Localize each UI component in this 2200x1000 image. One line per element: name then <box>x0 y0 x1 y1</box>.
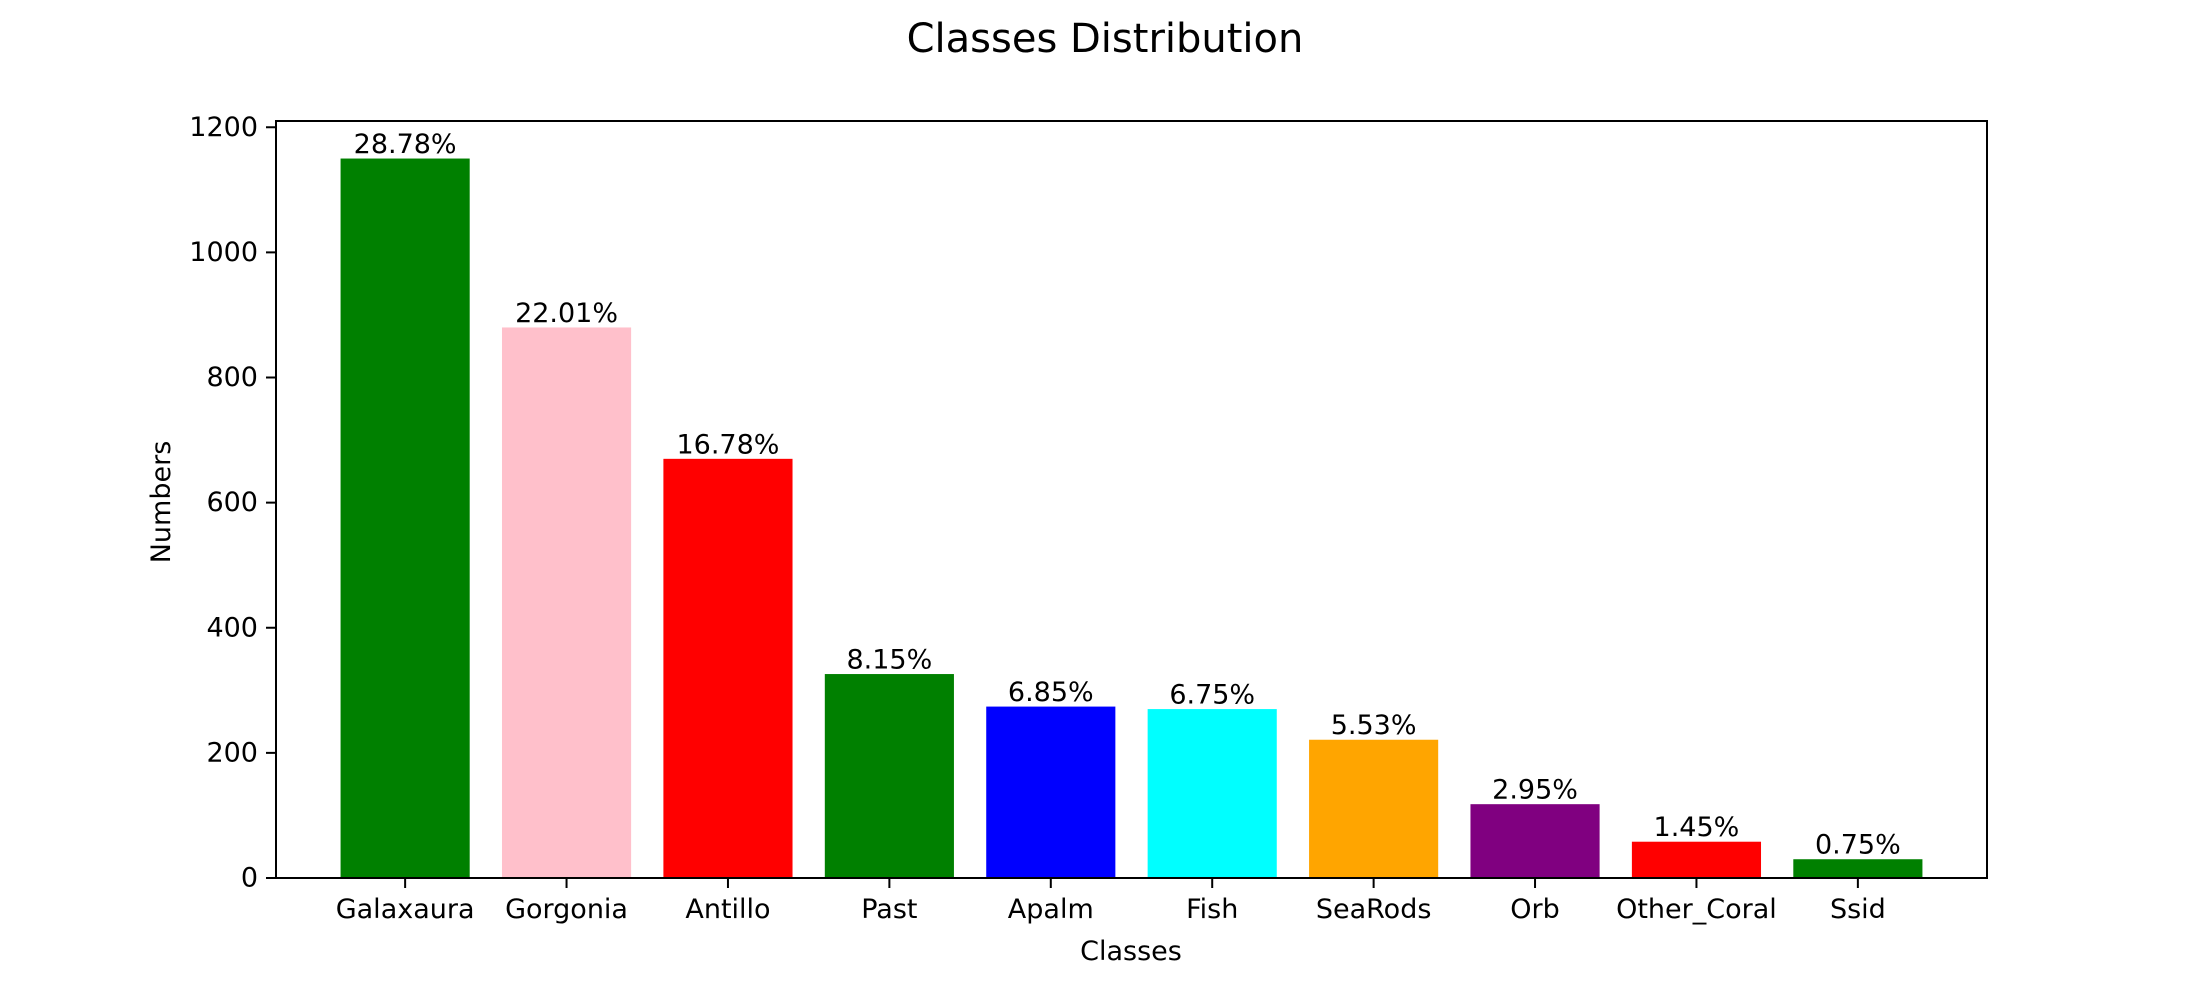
bar-label-ssid: 0.75% <box>1815 830 1901 861</box>
bar-searods <box>1309 739 1439 878</box>
bar-fish <box>1147 709 1277 878</box>
bar-label-orb: 2.95% <box>1492 775 1578 806</box>
x-tick-label-ssid: Ssid <box>1830 894 1886 925</box>
y-tick-label-1200: 1200 <box>189 112 258 143</box>
x-axis: Galaxaura Gorgonia Antillo Past Apalm Fish Sea… <box>336 878 1886 925</box>
plot-frame <box>275 120 1988 879</box>
bar-label-apalm: 6.85% <box>1008 677 1094 708</box>
x-tick-label-orb: Orb <box>1510 894 1560 925</box>
bar-orb <box>1470 804 1600 878</box>
bar-label-fish: 6.75% <box>1169 680 1255 711</box>
x-tick-label-antillo: Antillo <box>685 894 770 925</box>
bar-label-past: 8.15% <box>846 645 932 676</box>
y-tick-label-400: 400 <box>206 612 258 643</box>
bar-ssid <box>1793 859 1923 878</box>
x-tick-label-apalm: Apalm <box>1008 894 1094 925</box>
bar-gorgonia <box>501 327 632 878</box>
y-tick-label-1000: 1000 <box>189 237 258 268</box>
chart-title: Classes Distribution <box>907 16 1304 62</box>
bar-galaxaura <box>340 158 470 879</box>
bar-antillo <box>663 458 793 878</box>
x-tick-label-other-coral: Other_Coral <box>1616 894 1777 925</box>
x-tick-label-searods: SeaRods <box>1316 894 1432 925</box>
bar-label-antillo: 16.78% <box>676 429 779 460</box>
x-axis-label: Classes <box>1080 936 1182 967</box>
x-tick-label-past: Past <box>861 894 917 925</box>
x-tick-label-gorgonia: Gorgonia <box>505 894 628 925</box>
bar-label-searods: 5.53% <box>1331 710 1417 741</box>
bar-past <box>824 674 954 878</box>
y-axis-label: Numbers <box>146 441 177 564</box>
y-axis: 0 200 400 600 800 1000 1200 <box>189 112 276 894</box>
bars-group <box>340 158 1923 879</box>
bar-other-coral <box>1631 841 1762 878</box>
y-tick-label-0: 0 <box>241 863 258 894</box>
bar-label-gorgonia: 22.01% <box>515 298 618 329</box>
x-tick-label-fish: Fish <box>1186 894 1238 925</box>
y-tick-label-200: 200 <box>206 737 258 768</box>
bar-label-galaxaura: 28.78% <box>354 129 457 160</box>
x-tick-label-galaxaura: Galaxaura <box>336 894 475 925</box>
bar-label-other-coral: 1.45% <box>1654 812 1740 843</box>
bar-labels-group: 28.78% 22.01% 16.78% 8.15% 6.85% 6.75% 5.53% 2.… <box>354 129 1901 861</box>
y-tick-label-600: 600 <box>206 487 258 518</box>
y-tick-label-800: 800 <box>206 362 258 393</box>
bar-apalm <box>986 706 1116 878</box>
